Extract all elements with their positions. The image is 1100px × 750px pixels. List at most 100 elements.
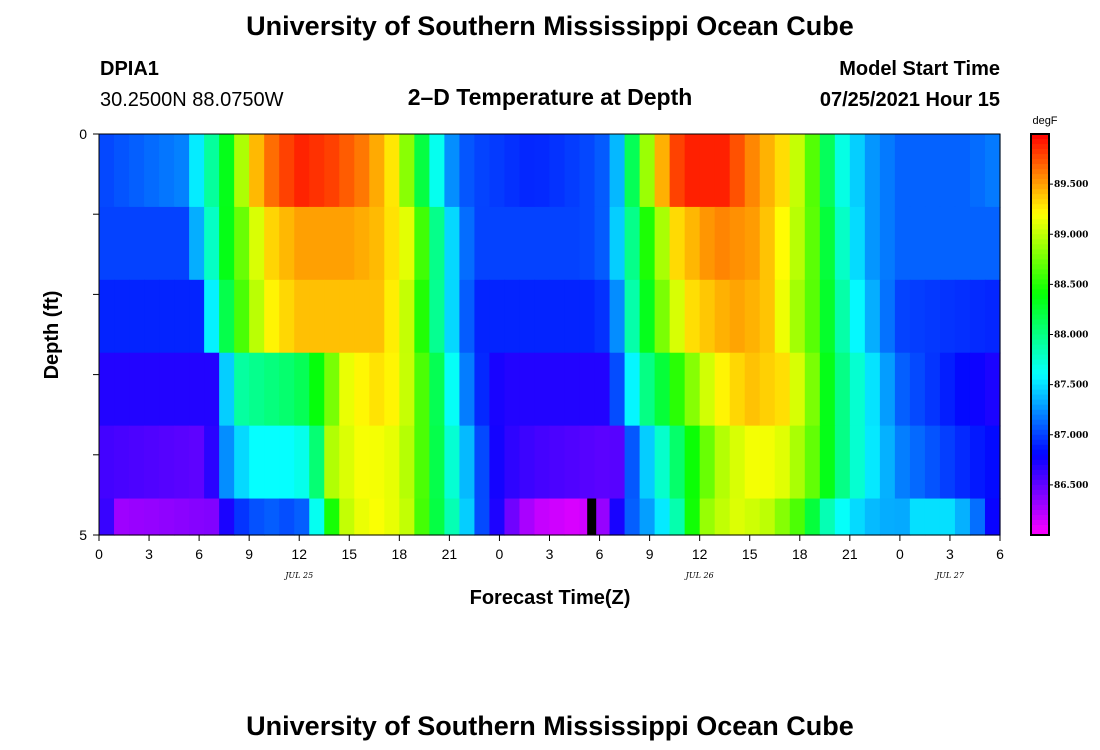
heatmap-cell <box>294 352 310 427</box>
heatmap-cell <box>444 352 460 427</box>
x-tick-label: 6 <box>195 546 203 562</box>
heatmap-cell <box>939 498 956 536</box>
date-label: JUL 26 <box>684 571 714 580</box>
colorbar-tick-label: 87.500 <box>1054 381 1088 391</box>
colorbar-segment <box>1031 309 1049 316</box>
heatmap-cell <box>714 352 731 427</box>
heatmap-cell <box>264 206 280 281</box>
heatmap-cell <box>639 134 656 208</box>
heatmap-cell <box>609 498 626 536</box>
heatmap-cell <box>804 425 821 500</box>
heatmap-cell <box>264 498 280 536</box>
colorbar-segment <box>1031 159 1049 165</box>
station-id: DPIA1 <box>100 58 159 80</box>
heatmap-cell <box>879 206 896 281</box>
heatmap-cell <box>489 498 506 536</box>
heatmap-cell <box>849 279 866 354</box>
heatmap-cell <box>864 425 881 500</box>
x-tick-label: 21 <box>442 546 458 562</box>
heatmap-cell <box>174 352 190 427</box>
heatmap-cell <box>339 134 355 208</box>
heatmap-cell <box>519 279 536 354</box>
heatmap-area <box>99 134 1001 536</box>
heatmap-cell <box>984 134 1001 208</box>
heatmap-cell <box>729 134 746 208</box>
heatmap-cell <box>549 498 566 536</box>
heatmap-cell <box>519 352 536 427</box>
heatmap-cell <box>654 134 671 208</box>
heatmap-cell <box>369 279 385 354</box>
heatmap-cell <box>939 134 956 208</box>
heatmap-cell <box>864 279 881 354</box>
y-tick-label: 5 <box>79 527 87 543</box>
heatmap-cell <box>759 206 776 281</box>
heatmap-cell <box>249 206 265 281</box>
x-tick-label: 3 <box>546 546 554 562</box>
heatmap-cell <box>984 352 1001 427</box>
heatmap-cell <box>984 279 1001 354</box>
heatmap-row <box>99 134 1001 208</box>
heatmap-cell <box>744 498 761 536</box>
colorbar-segment <box>1031 169 1049 175</box>
heatmap-cell <box>594 352 611 427</box>
heatmap-cell <box>654 206 671 281</box>
heatmap-cell <box>969 206 986 281</box>
heatmap-cell <box>849 352 866 427</box>
heatmap-cell <box>399 134 415 208</box>
heatmap-cell <box>249 352 265 427</box>
heatmap-cell <box>234 279 250 354</box>
heatmap-cell <box>669 134 686 208</box>
heatmap-cell <box>654 498 671 536</box>
heatmap-cell <box>459 352 476 427</box>
x-tick-label: 6 <box>996 546 1004 562</box>
heatmap-cell <box>969 425 986 500</box>
heatmap-cell <box>324 498 340 536</box>
heatmap-cell <box>594 206 611 281</box>
colorbar-segment <box>1031 164 1049 170</box>
heatmap-cell <box>369 498 385 536</box>
colorbar-segment <box>1031 229 1049 235</box>
heatmap-cell <box>909 206 926 281</box>
heatmap-cell <box>759 425 776 500</box>
colorbar-segment <box>1031 519 1049 526</box>
heatmap-cell <box>849 498 866 536</box>
heatmap-cell <box>144 352 160 427</box>
heatmap-cell <box>519 134 536 208</box>
heatmap-cell <box>309 206 325 281</box>
colorbar-segment <box>1031 409 1049 416</box>
heatmap-cell <box>429 425 445 500</box>
heatmap-cell <box>444 279 460 354</box>
heatmap-cell <box>954 498 971 536</box>
heatmap-cell <box>324 206 340 281</box>
heatmap-cell <box>909 425 926 500</box>
heatmap-cell <box>699 352 716 427</box>
x-tick-label: 9 <box>245 546 253 562</box>
heatmap-cell <box>414 206 430 281</box>
y-axis: 05 <box>79 126 99 543</box>
heatmap-cell <box>789 134 806 208</box>
heatmap-cell <box>564 279 581 354</box>
colorbar-segment <box>1031 404 1049 411</box>
colorbar-segment <box>1031 234 1049 240</box>
heatmap-cell <box>204 206 220 281</box>
colorbar-segment <box>1031 134 1049 140</box>
heatmap-cell <box>429 279 445 354</box>
heatmap-cell <box>144 498 160 536</box>
heatmap-cell <box>384 425 400 500</box>
footer-title: University of Southern Mississippi Ocean… <box>246 711 854 741</box>
heatmap-cell <box>849 425 866 500</box>
colorbar-segment <box>1031 374 1049 381</box>
heatmap-cell <box>519 425 536 500</box>
heatmap-cell <box>504 206 521 281</box>
heatmap-cell <box>834 206 851 281</box>
heatmap-cell <box>759 498 776 536</box>
colorbar-segment <box>1031 339 1049 346</box>
heatmap-cell <box>429 352 445 427</box>
heatmap-cell <box>399 206 415 281</box>
heatmap-cell <box>99 425 115 500</box>
heatmap-cell <box>744 425 761 500</box>
heatmap-cell <box>219 498 235 536</box>
colorbar-segment <box>1031 284 1049 290</box>
heatmap-cell <box>534 352 551 427</box>
heatmap-cell <box>609 134 626 208</box>
